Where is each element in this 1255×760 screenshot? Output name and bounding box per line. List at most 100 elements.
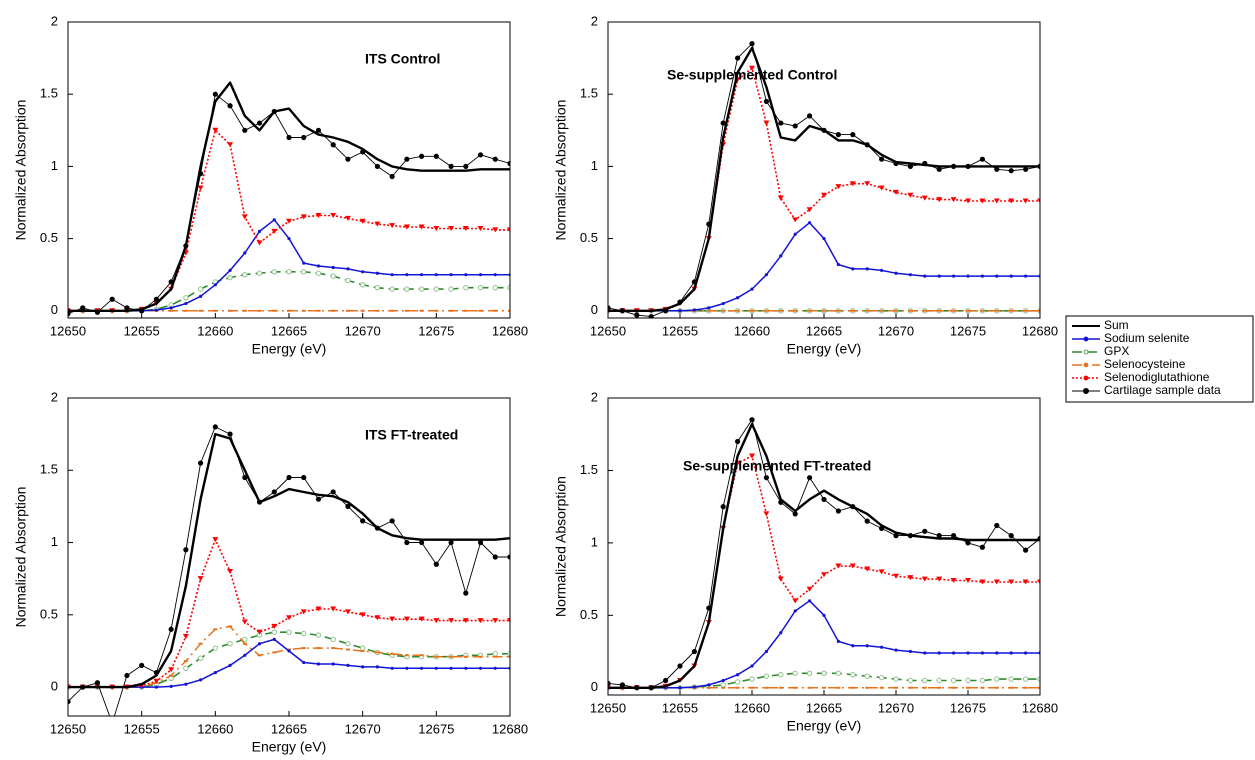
marker <box>433 561 439 567</box>
y-tick-label: 0 <box>51 679 58 694</box>
x-tick-label: 12655 <box>662 323 698 338</box>
marker <box>692 308 697 312</box>
marker <box>979 544 986 550</box>
marker <box>1037 535 1040 542</box>
marker <box>492 618 499 624</box>
marker <box>994 676 1000 682</box>
marker <box>330 606 337 612</box>
marker <box>344 215 351 221</box>
marker <box>198 460 204 466</box>
marker <box>330 636 336 643</box>
marker <box>227 142 234 148</box>
marker <box>359 218 366 224</box>
x-tick-label: 12680 <box>492 721 528 736</box>
marker <box>807 475 813 481</box>
marker <box>197 655 204 661</box>
legend-label: Selenocysteine <box>1104 357 1186 371</box>
marker <box>720 682 726 688</box>
y-tick-label: 1.5 <box>580 86 598 101</box>
marker <box>478 273 483 277</box>
marker <box>316 662 321 666</box>
marker <box>420 666 424 670</box>
series-line <box>68 219 510 312</box>
marker <box>433 153 439 159</box>
marker <box>993 198 1000 204</box>
marker <box>648 685 654 691</box>
marker <box>822 236 826 241</box>
marker <box>850 504 856 510</box>
marker <box>507 160 510 167</box>
marker <box>462 618 469 624</box>
series-line <box>608 221 1040 312</box>
marker <box>464 273 468 277</box>
marker <box>750 287 754 291</box>
series-line <box>608 422 1040 689</box>
series-line <box>68 638 510 688</box>
marker <box>330 142 336 148</box>
marker <box>792 511 798 517</box>
x-tick-label: 12650 <box>50 323 86 338</box>
marker <box>300 609 307 615</box>
marker <box>822 613 826 617</box>
marker <box>286 134 292 141</box>
marker <box>198 171 204 177</box>
marker <box>300 214 307 220</box>
marker <box>182 634 189 639</box>
marker <box>619 308 626 314</box>
x-tick-label: 12660 <box>197 721 233 736</box>
marker <box>793 232 797 236</box>
legend-marker <box>1083 336 1089 342</box>
marker <box>374 615 381 621</box>
marker <box>864 518 870 524</box>
legend-label: Sum <box>1104 318 1129 332</box>
plot-area <box>608 41 1040 318</box>
marker <box>404 156 410 162</box>
marker <box>994 166 1000 172</box>
x-tick-label: 12665 <box>271 721 307 736</box>
marker <box>346 267 350 271</box>
marker <box>257 229 262 233</box>
legend-label: GPX <box>1104 344 1129 358</box>
marker <box>922 160 928 167</box>
x-tick-label: 12655 <box>124 323 160 338</box>
x-tick-label: 12670 <box>878 323 914 338</box>
marker <box>404 539 410 546</box>
marker <box>807 113 813 119</box>
marker <box>183 295 189 301</box>
marker <box>492 651 498 657</box>
marker <box>168 279 174 285</box>
marker <box>979 156 986 162</box>
marker <box>691 279 698 285</box>
legend-label: Selenodiglutathione <box>1104 370 1210 384</box>
marker <box>778 120 784 126</box>
panel: 0 0.5 1 1.5 2 12650 12655 12660 12665 12670 12675 1… <box>553 389 1058 733</box>
marker <box>778 499 784 505</box>
marker <box>361 665 365 669</box>
marker <box>433 225 440 231</box>
marker <box>403 616 410 622</box>
marker <box>330 212 337 218</box>
marker <box>1022 198 1029 204</box>
marker <box>153 670 159 676</box>
marker <box>94 309 101 315</box>
marker <box>1008 533 1014 539</box>
x-tick-label: 12665 <box>806 323 842 338</box>
marker <box>183 547 189 553</box>
marker <box>389 518 395 524</box>
marker <box>994 522 1000 529</box>
marker <box>706 221 712 227</box>
marker <box>315 632 322 638</box>
marker <box>792 598 799 604</box>
marker <box>993 579 1000 585</box>
marker <box>1009 274 1013 278</box>
marker <box>212 127 219 133</box>
marker <box>879 525 885 531</box>
marker <box>213 283 217 287</box>
y-tick-label: 0.5 <box>40 606 58 621</box>
y-tick-label: 2 <box>591 389 598 404</box>
marker <box>1008 676 1014 682</box>
marker <box>168 667 175 673</box>
marker <box>434 666 438 670</box>
marker <box>678 309 682 313</box>
marker <box>965 578 971 584</box>
